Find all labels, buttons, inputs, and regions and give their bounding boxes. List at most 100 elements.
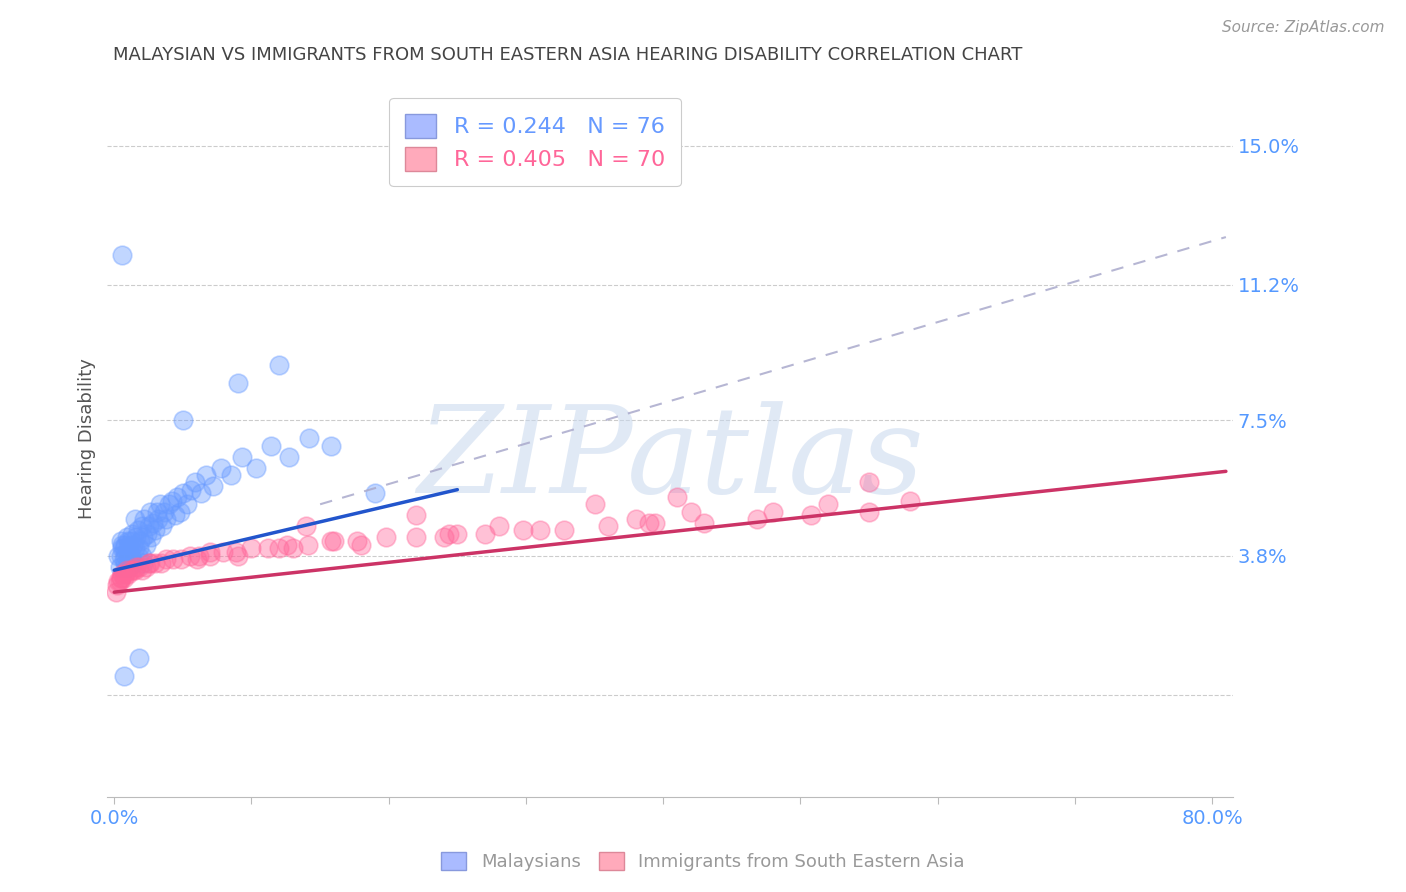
Point (112, 552, 135, 566)
Point (211, 545, 233, 559)
Point (118, 549, 141, 563)
Point (112, 570, 135, 584)
Point (117, 541, 139, 556)
Point (364, 486, 387, 500)
Point (172, 486, 194, 500)
Point (138, 556, 160, 570)
Point (152, 505, 174, 519)
Point (145, 556, 167, 570)
Point (118, 559, 141, 574)
Point (120, 563, 142, 577)
Text: MALAYSIAN VS IMMIGRANTS FROM SOUTH EASTERN ASIA HEARING DISABILITY CORRELATION C: MALAYSIAN VS IMMIGRANTS FROM SOUTH EASTE… (112, 46, 1022, 64)
Point (644, 516, 666, 530)
Point (375, 530, 398, 544)
Point (260, 439, 283, 453)
Point (141, 530, 163, 544)
Point (112, 541, 135, 556)
Point (583, 497, 606, 511)
Point (858, 505, 880, 519)
Point (122, 556, 145, 570)
Point (132, 556, 155, 570)
Point (149, 556, 172, 570)
Point (245, 460, 267, 475)
Point (139, 505, 162, 519)
Point (188, 549, 211, 563)
Point (226, 549, 249, 563)
Point (142, 516, 165, 530)
Point (166, 490, 188, 504)
Point (105, 578, 128, 592)
Point (115, 530, 138, 544)
Point (108, 574, 131, 589)
Point (128, 651, 150, 665)
Point (148, 497, 170, 511)
Point (172, 413, 194, 427)
Point (114, 566, 136, 581)
Point (139, 556, 162, 570)
Point (297, 537, 319, 551)
Point (131, 519, 153, 533)
Point (107, 574, 129, 589)
Point (122, 563, 145, 577)
Point (350, 537, 373, 551)
Point (898, 493, 921, 508)
Point (134, 512, 156, 526)
Point (117, 533, 139, 548)
Point (160, 493, 183, 508)
Point (267, 541, 290, 556)
Point (267, 358, 290, 372)
Point (146, 505, 169, 519)
Point (184, 475, 207, 490)
Legend: R = 0.244   N = 76, R = 0.405   N = 70: R = 0.244 N = 76, R = 0.405 N = 70 (389, 98, 681, 186)
Point (474, 526, 496, 541)
Point (111, 248, 134, 262)
Point (858, 475, 880, 490)
Point (155, 552, 177, 566)
Point (163, 508, 186, 523)
Point (665, 490, 688, 504)
Point (131, 549, 153, 563)
Point (298, 431, 321, 445)
Point (120, 549, 142, 563)
Point (190, 486, 212, 500)
Point (257, 541, 280, 556)
Point (110, 570, 132, 584)
Point (180, 483, 202, 497)
Point (104, 585, 127, 599)
Point (231, 450, 253, 464)
Point (114, 556, 136, 570)
Point (120, 533, 142, 548)
Point (446, 526, 468, 541)
Point (108, 559, 131, 574)
Point (319, 533, 342, 548)
Text: ZIPatlas: ZIPatlas (416, 401, 924, 518)
Point (319, 439, 342, 453)
Point (405, 530, 427, 544)
Point (437, 526, 460, 541)
Point (762, 505, 785, 519)
Y-axis label: Hearing Disability: Hearing Disability (79, 358, 96, 519)
Point (162, 552, 184, 566)
Point (817, 497, 839, 511)
Point (146, 512, 169, 526)
Point (157, 497, 180, 511)
Point (121, 552, 143, 566)
Point (110, 533, 132, 548)
Text: Source: ZipAtlas.com: Source: ZipAtlas.com (1222, 20, 1385, 35)
Point (117, 566, 139, 581)
Point (138, 519, 160, 533)
Point (111, 541, 134, 556)
Point (225, 545, 247, 559)
Point (745, 512, 768, 526)
Legend: Malaysians, Immigrants from South Eastern Asia: Malaysians, Immigrants from South Easter… (434, 845, 972, 879)
Point (209, 460, 232, 475)
Point (121, 526, 143, 541)
Point (110, 549, 132, 563)
Point (115, 559, 138, 574)
Point (115, 563, 138, 577)
Point (276, 537, 298, 551)
Point (679, 505, 702, 519)
Point (200, 545, 222, 559)
Point (800, 508, 823, 523)
Point (112, 669, 135, 683)
